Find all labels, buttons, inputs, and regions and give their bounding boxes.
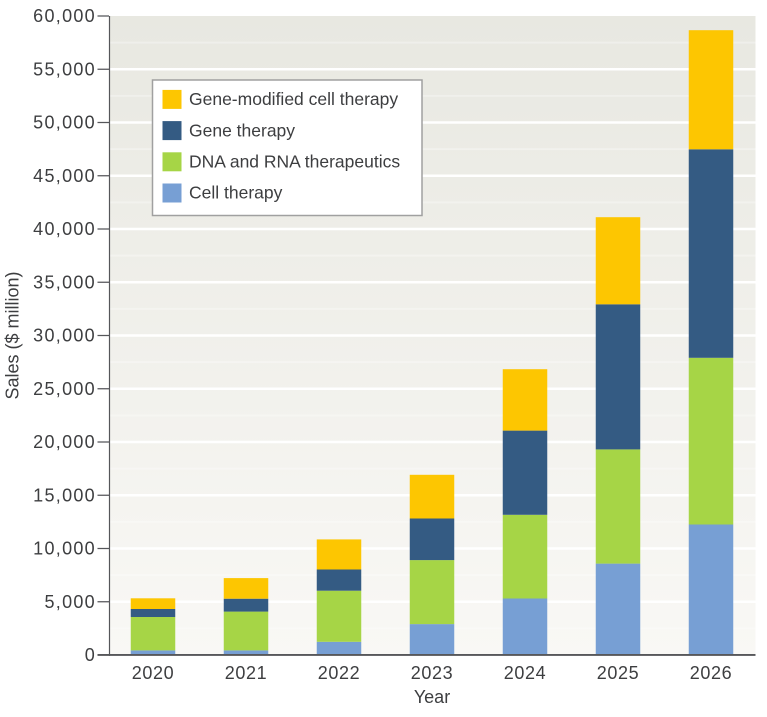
svg-text:20,000: 20,000 — [33, 432, 96, 452]
svg-text:2020: 2020 — [132, 663, 174, 683]
svg-text:35,000: 35,000 — [33, 272, 96, 292]
svg-text:2022: 2022 — [318, 663, 360, 683]
svg-text:15,000: 15,000 — [33, 485, 96, 505]
svg-text:25,000: 25,000 — [33, 379, 96, 399]
svg-text:2023: 2023 — [411, 663, 453, 683]
svg-text:55,000: 55,000 — [33, 59, 96, 79]
svg-text:60,000: 60,000 — [33, 6, 96, 26]
svg-text:Cell therapy: Cell therapy — [189, 183, 283, 203]
svg-text:0: 0 — [85, 645, 96, 665]
svg-text:Gene therapy: Gene therapy — [189, 120, 295, 140]
svg-text:Sales ($ million): Sales ($ million) — [3, 271, 23, 399]
svg-text:Year: Year — [414, 687, 450, 707]
svg-text:30,000: 30,000 — [33, 326, 96, 346]
svg-text:10,000: 10,000 — [33, 539, 96, 559]
svg-text:40,000: 40,000 — [33, 219, 96, 239]
svg-text:5,000: 5,000 — [44, 592, 96, 612]
svg-text:50,000: 50,000 — [33, 113, 96, 133]
svg-text:DNA and RNA therapeutics: DNA and RNA therapeutics — [189, 152, 400, 172]
svg-text:2024: 2024 — [504, 663, 546, 683]
svg-text:Gene-modified cell therapy: Gene-modified cell therapy — [189, 89, 398, 109]
svg-text:2026: 2026 — [690, 663, 732, 683]
svg-text:45,000: 45,000 — [33, 166, 96, 186]
svg-text:2025: 2025 — [597, 663, 639, 683]
svg-text:2021: 2021 — [225, 663, 267, 683]
